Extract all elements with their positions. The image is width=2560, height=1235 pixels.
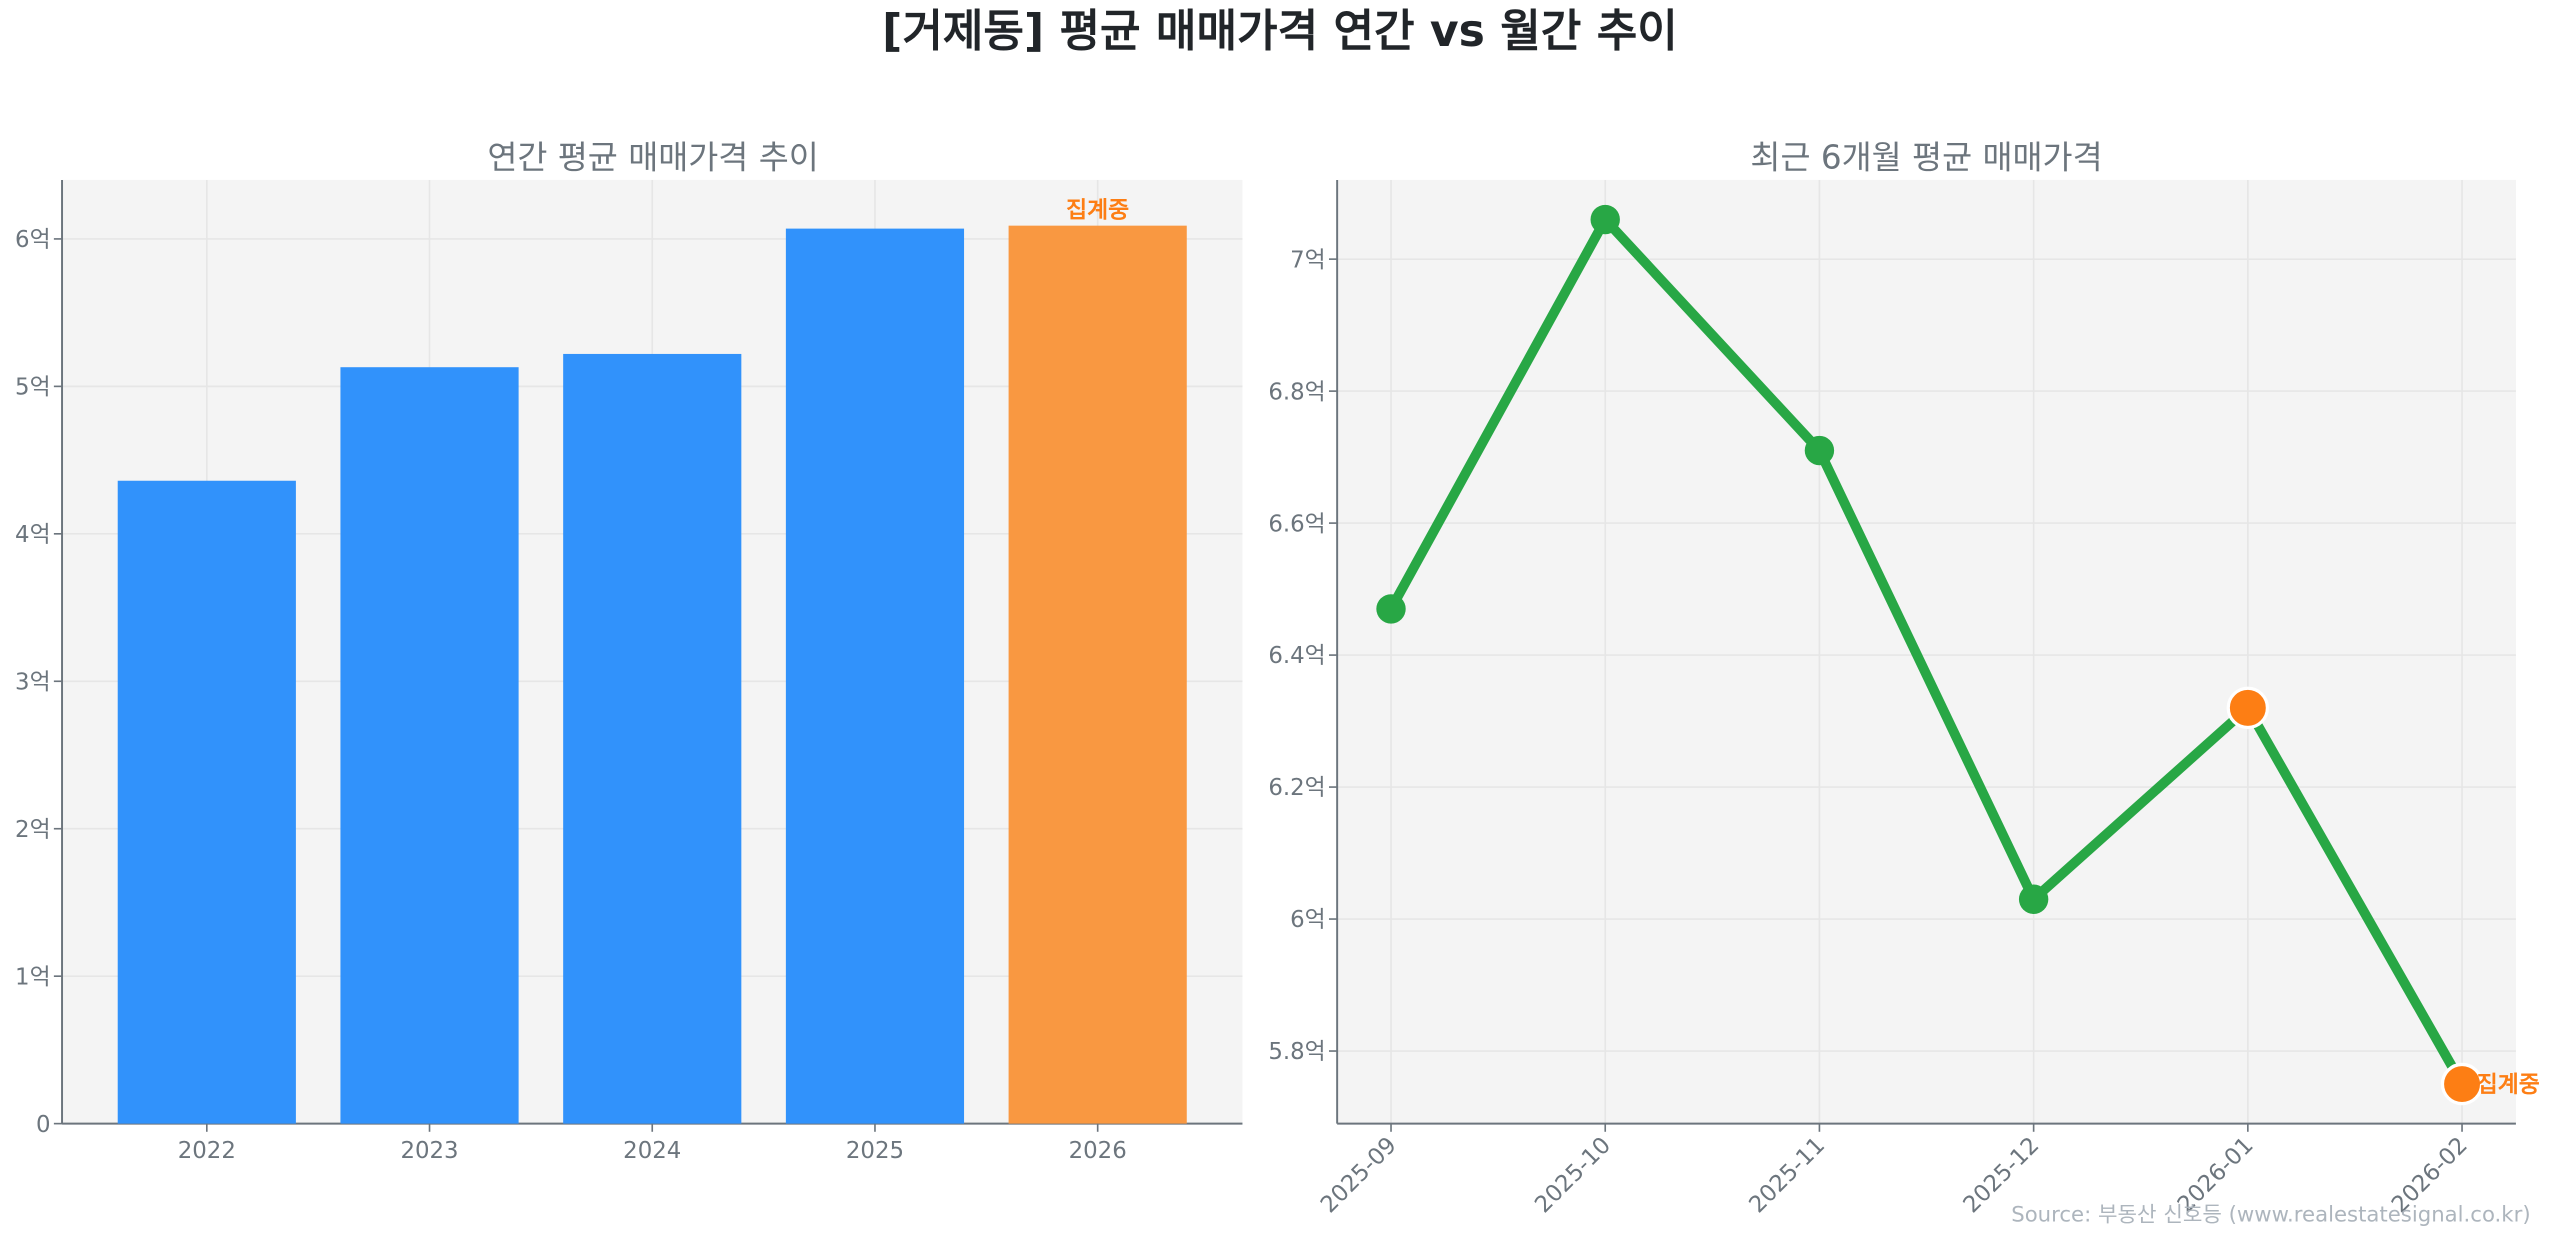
y-tick-label: 4억 [15, 522, 51, 548]
y-tick-label: 6억 [15, 227, 51, 253]
y-tick-label: 1억 [15, 964, 51, 990]
bar-chart: 0 1억 2억 3억 4억 5억 6억 2022 2023 2024 2025 2026 집계중 [15, 179, 1243, 1164]
plot-area [1337, 179, 2516, 1124]
bar-2025 [785, 228, 965, 1124]
y-tick-label: 5.8억 [1268, 1039, 1325, 1065]
x-tick-label: 2025-09 [1316, 1132, 1402, 1218]
y-tick-label: 0 [36, 1112, 51, 1138]
line-chart-title: 최근 6개월 평균 매매가격 [1750, 139, 2102, 177]
partial-annotation: 집계중 [2477, 1072, 2540, 1098]
y-tick-label: 7억 [1290, 247, 1326, 273]
data-point-2026-01 [2226, 686, 2270, 730]
source-text: Source: 부동산 신호등 (www.realestatesignal.co… [2011, 1203, 2530, 1228]
line-chart: 5.8억 6억 6.2억 6.4억 6.6억 6.8억 7억 2025-09 2025-10 20… [1268, 179, 2540, 1218]
data-point-2025-12 [2018, 884, 2049, 914]
bar-2023 [340, 367, 519, 1124]
y-tick-label: 6.2억 [1268, 775, 1325, 801]
x-tick-label: 2024 [623, 1138, 681, 1164]
bar-2026 [1008, 225, 1187, 1124]
x-tick-label: 2025 [846, 1138, 904, 1164]
x-tick-label: 2022 [178, 1138, 236, 1164]
data-point-2025-10 [1590, 204, 1620, 235]
y-tick-label: 6.6억 [1268, 511, 1325, 537]
data-point-2026-02 [2440, 1062, 2484, 1106]
y-tick-label: 5억 [15, 375, 51, 401]
data-point-2025-11 [1804, 435, 1835, 466]
y-tick-label: 6.4억 [1268, 643, 1325, 669]
bar-2024 [563, 353, 742, 1124]
x-tick-label: 2025-11 [1744, 1132, 1830, 1218]
x-tick-label: 2026 [1069, 1138, 1127, 1164]
y-tick-label: 6.8억 [1268, 379, 1325, 405]
x-tick-label: 2025-10 [1530, 1132, 1616, 1218]
y-tick-label: 3억 [15, 669, 51, 695]
bar-chart-title: 연간 평균 매매가격 추이 [487, 139, 818, 177]
x-tick-label: 2023 [400, 1138, 458, 1164]
bar-2022 [117, 480, 296, 1124]
partial-annotation: 집계중 [1066, 197, 1129, 223]
y-tick-label: 6억 [1290, 907, 1326, 933]
y-tick-label: 2억 [15, 817, 51, 843]
data-point-2025-09 [1376, 594, 1406, 624]
series-line [1386, 214, 2467, 1087]
figure-title: [거제동] 평균 매매가격 연간 vs 월간 추이 [882, 6, 1678, 57]
